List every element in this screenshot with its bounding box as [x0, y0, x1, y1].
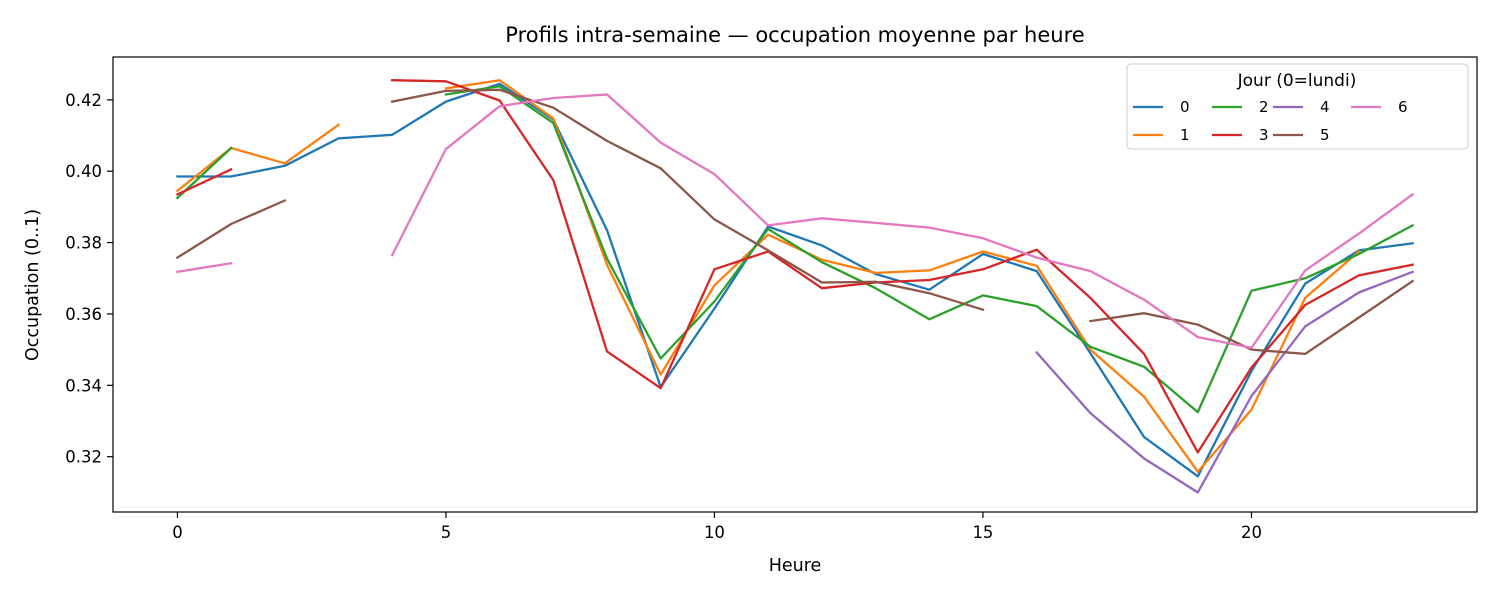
plot-lines: [175, 79, 1415, 494]
legend-item-1: 1: [1133, 126, 1190, 144]
y-tick-label: 0.36: [65, 305, 102, 324]
legend-item-4: 4: [1273, 98, 1330, 116]
x-axis-label: Heure: [769, 556, 822, 576]
x-tick-label: 15: [972, 523, 993, 542]
y-tick-label: 0.32: [65, 448, 102, 467]
legend-item-3: 3: [1212, 126, 1269, 144]
legend-label: 5: [1320, 126, 1330, 144]
legend-item-5: 5: [1273, 126, 1330, 144]
y-axis: 0.32 0.34 0.36 0.38 0.40 0.42: [65, 91, 113, 467]
legend-label: 3: [1259, 126, 1269, 144]
series-line-1: [175, 79, 1361, 473]
series-line-3: [175, 79, 1414, 454]
y-axis-label: Occupation (0..1): [23, 209, 43, 361]
x-tick-label: 0: [172, 523, 183, 542]
x-tick-label: 20: [1241, 523, 1262, 542]
chart-title: Profils intra-semaine — occupation moyen…: [505, 23, 1084, 47]
y-tick-label: 0.40: [65, 162, 102, 181]
legend-label: 4: [1320, 98, 1330, 116]
y-tick-label: 0.34: [65, 376, 102, 395]
legend-label: 6: [1398, 98, 1408, 116]
legend: Jour (0=lundi) 0 1 2 3 4 5 6: [1126, 63, 1469, 150]
series-line-4: [1035, 270, 1415, 494]
legend-label: 2: [1259, 98, 1269, 116]
plot-frame: [112, 56, 1478, 513]
series-line-0: [176, 82, 1414, 478]
legend-item-2: 2: [1212, 98, 1269, 116]
series-line-5: [175, 88, 1415, 356]
legend-label: 0: [1180, 98, 1190, 116]
x-tick-label: 10: [704, 523, 725, 542]
legend-item-0: 0: [1133, 98, 1190, 116]
series-line-6: [176, 93, 1415, 349]
legend-item-6: 6: [1351, 98, 1408, 116]
y-tick-label: 0.38: [65, 234, 102, 253]
x-tick-label: 5: [441, 523, 452, 542]
legend-title: Jour (0=lundi): [1237, 71, 1357, 91]
y-tick-label: 0.42: [65, 91, 102, 110]
x-axis: 0 5 10 15 20: [172, 512, 1262, 542]
legend-label: 1: [1180, 126, 1190, 144]
